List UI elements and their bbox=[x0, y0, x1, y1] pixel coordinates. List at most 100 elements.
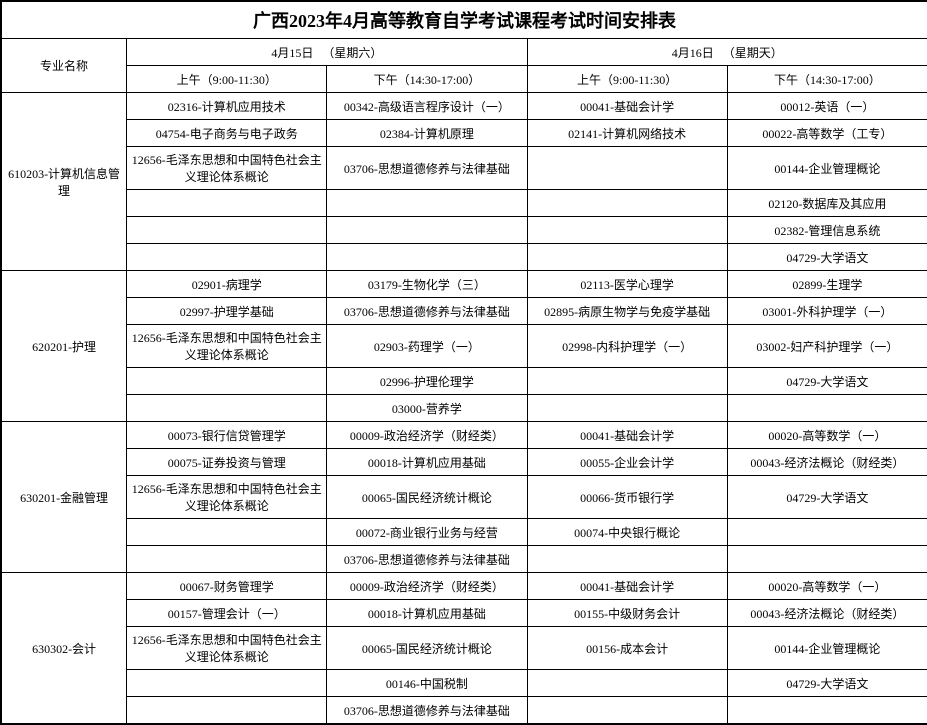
table-row: 03706-思想道德修养与法律基础 bbox=[2, 546, 927, 573]
table-row: 12656-毛泽东思想和中国特色社会主义理论体系概论03706-思想道德修养与法… bbox=[2, 147, 927, 190]
course-cell: 00072-商业银行业务与经营 bbox=[327, 519, 527, 546]
course-cell: 00020-高等数学（一） bbox=[727, 422, 927, 449]
course-cell bbox=[527, 217, 727, 244]
course-cell bbox=[127, 395, 327, 422]
course-cell: 00009-政治经济学（财经类） bbox=[327, 573, 527, 600]
course-cell: 02996-护理伦理学 bbox=[327, 368, 527, 395]
course-cell: 00020-高等数学（一） bbox=[727, 573, 927, 600]
day1-weekday: （星期六） bbox=[322, 46, 382, 60]
course-cell bbox=[727, 546, 927, 573]
day2-label: 4月16日 bbox=[672, 46, 714, 60]
table-row: 00157-管理会计（一）00018-计算机应用基础00155-中级财务会计00… bbox=[2, 600, 927, 627]
course-cell: 00043-经济法概论（财经类） bbox=[727, 600, 927, 627]
table-row: 02120-数据库及其应用 bbox=[2, 190, 927, 217]
table-row: 02382-管理信息系统 bbox=[2, 217, 927, 244]
course-cell: 02316-计算机应用技术 bbox=[127, 93, 327, 120]
course-cell bbox=[127, 546, 327, 573]
course-cell bbox=[527, 190, 727, 217]
col-header-major: 专业名称 bbox=[2, 39, 127, 93]
table-row: 12656-毛泽东思想和中国特色社会主义理论体系概论02903-药理学（一）02… bbox=[2, 325, 927, 368]
course-cell: 00155-中级财务会计 bbox=[527, 600, 727, 627]
course-cell: 04729-大学语文 bbox=[727, 244, 927, 271]
course-cell: 00073-银行信贷管理学 bbox=[127, 422, 327, 449]
course-cell bbox=[327, 217, 527, 244]
course-cell: 00067-财务管理学 bbox=[127, 573, 327, 600]
schedule-table: 广西2023年4月高等教育自学考试课程考试时间安排表 专业名称 4月15日 （星… bbox=[1, 1, 927, 724]
course-cell: 00041-基础会计学 bbox=[527, 573, 727, 600]
course-cell: 00342-高级语言程序设计（一） bbox=[327, 93, 527, 120]
course-cell: 03706-思想道德修养与法律基础 bbox=[327, 147, 527, 190]
table-row: 04754-电子商务与电子政务02384-计算机原理02141-计算机网络技术0… bbox=[2, 120, 927, 147]
header-row-1: 专业名称 4月15日 （星期六） 4月16日 （星期天） bbox=[2, 39, 927, 66]
course-cell: 02998-内科护理学（一） bbox=[527, 325, 727, 368]
col-header-day2: 4月16日 （星期天） bbox=[527, 39, 927, 66]
course-cell: 12656-毛泽东思想和中国特色社会主义理论体系概论 bbox=[127, 325, 327, 368]
course-cell: 00018-计算机应用基础 bbox=[327, 449, 527, 476]
course-cell bbox=[127, 670, 327, 697]
col-header-day2-am: 上午（9:00-11:30） bbox=[527, 66, 727, 93]
table-row: 12656-毛泽东思想和中国特色社会主义理论体系概论00065-国民经济统计概论… bbox=[2, 476, 927, 519]
course-cell: 00065-国民经济统计概论 bbox=[327, 476, 527, 519]
course-cell: 00012-英语（一） bbox=[727, 93, 927, 120]
course-cell: 02895-病原生物学与免疫学基础 bbox=[527, 298, 727, 325]
course-cell: 00075-证券投资与管理 bbox=[127, 449, 327, 476]
course-cell bbox=[127, 190, 327, 217]
course-cell: 00022-高等数学（工专） bbox=[727, 120, 927, 147]
course-cell: 12656-毛泽东思想和中国特色社会主义理论体系概论 bbox=[127, 476, 327, 519]
page-title: 广西2023年4月高等教育自学考试课程考试时间安排表 bbox=[2, 2, 927, 39]
table-row: 02996-护理伦理学 04729-大学语文 bbox=[2, 368, 927, 395]
course-cell: 12656-毛泽东思想和中国特色社会主义理论体系概论 bbox=[127, 627, 327, 670]
course-cell bbox=[527, 670, 727, 697]
course-cell: 03706-思想道德修养与法律基础 bbox=[327, 298, 527, 325]
course-cell: 04754-电子商务与电子政务 bbox=[127, 120, 327, 147]
course-cell: 02903-药理学（一） bbox=[327, 325, 527, 368]
course-cell: 00066-货币银行学 bbox=[527, 476, 727, 519]
course-cell: 00144-企业管理概论 bbox=[727, 147, 927, 190]
major-cell: 630201-金融管理 bbox=[2, 422, 127, 573]
course-cell: 02120-数据库及其应用 bbox=[727, 190, 927, 217]
course-cell: 03706-思想道德修养与法律基础 bbox=[327, 546, 527, 573]
table-row: 04729-大学语文 bbox=[2, 244, 927, 271]
course-cell: 12656-毛泽东思想和中国特色社会主义理论体系概论 bbox=[127, 147, 327, 190]
course-cell: 00055-企业会计学 bbox=[527, 449, 727, 476]
course-cell bbox=[127, 519, 327, 546]
title-row: 广西2023年4月高等教育自学考试课程考试时间安排表 bbox=[2, 2, 927, 39]
course-cell: 02384-计算机原理 bbox=[327, 120, 527, 147]
course-cell: 02997-护理学基础 bbox=[127, 298, 327, 325]
course-cell: 04729-大学语文 bbox=[727, 476, 927, 519]
course-cell: 02113-医学心理学 bbox=[527, 271, 727, 298]
col-header-day2-pm: 下午（14:30-17:00） bbox=[727, 66, 927, 93]
table-row: 620201-护理02901-病理学03179-生物化学（三）02113-医学心… bbox=[2, 271, 927, 298]
course-cell: 03001-外科护理学（一） bbox=[727, 298, 927, 325]
table-row: 00146-中国税制 04729-大学语文 bbox=[2, 670, 927, 697]
course-cell: 00065-国民经济统计概论 bbox=[327, 627, 527, 670]
table-row: 630302-会计00067-财务管理学00009-政治经济学（财经类）0004… bbox=[2, 573, 927, 600]
course-cell: 04729-大学语文 bbox=[727, 368, 927, 395]
course-cell: 03002-妇产科护理学（一） bbox=[727, 325, 927, 368]
header-row-2: 上午（9:00-11:30） 下午（14:30-17:00） 上午（9:00-1… bbox=[2, 66, 927, 93]
course-cell bbox=[527, 147, 727, 190]
course-cell: 00144-企业管理概论 bbox=[727, 627, 927, 670]
table-row: 00075-证券投资与管理00018-计算机应用基础00055-企业会计学000… bbox=[2, 449, 927, 476]
table-row: 03000-营养学 bbox=[2, 395, 927, 422]
course-cell bbox=[527, 395, 727, 422]
course-cell: 02141-计算机网络技术 bbox=[527, 120, 727, 147]
day2-weekday: （星期天） bbox=[723, 46, 783, 60]
course-cell: 03179-生物化学（三） bbox=[327, 271, 527, 298]
course-cell: 04729-大学语文 bbox=[727, 670, 927, 697]
table-row: 00072-商业银行业务与经营00074-中央银行概论 bbox=[2, 519, 927, 546]
col-header-day1-am: 上午（9:00-11:30） bbox=[127, 66, 327, 93]
course-cell: 00146-中国税制 bbox=[327, 670, 527, 697]
course-cell: 00018-计算机应用基础 bbox=[327, 600, 527, 627]
table-row: 02997-护理学基础03706-思想道德修养与法律基础02895-病原生物学与… bbox=[2, 298, 927, 325]
table-row: 12656-毛泽东思想和中国特色社会主义理论体系概论00065-国民经济统计概论… bbox=[2, 627, 927, 670]
course-cell: 00074-中央银行概论 bbox=[527, 519, 727, 546]
course-cell: 03000-营养学 bbox=[327, 395, 527, 422]
course-cell bbox=[327, 244, 527, 271]
course-cell: 00041-基础会计学 bbox=[527, 422, 727, 449]
major-cell: 620201-护理 bbox=[2, 271, 127, 422]
course-cell bbox=[727, 395, 927, 422]
course-cell bbox=[727, 519, 927, 546]
table-row: 610203-计算机信息管理02316-计算机应用技术00342-高级语言程序设… bbox=[2, 93, 927, 120]
course-cell: 02899-生理学 bbox=[727, 271, 927, 298]
